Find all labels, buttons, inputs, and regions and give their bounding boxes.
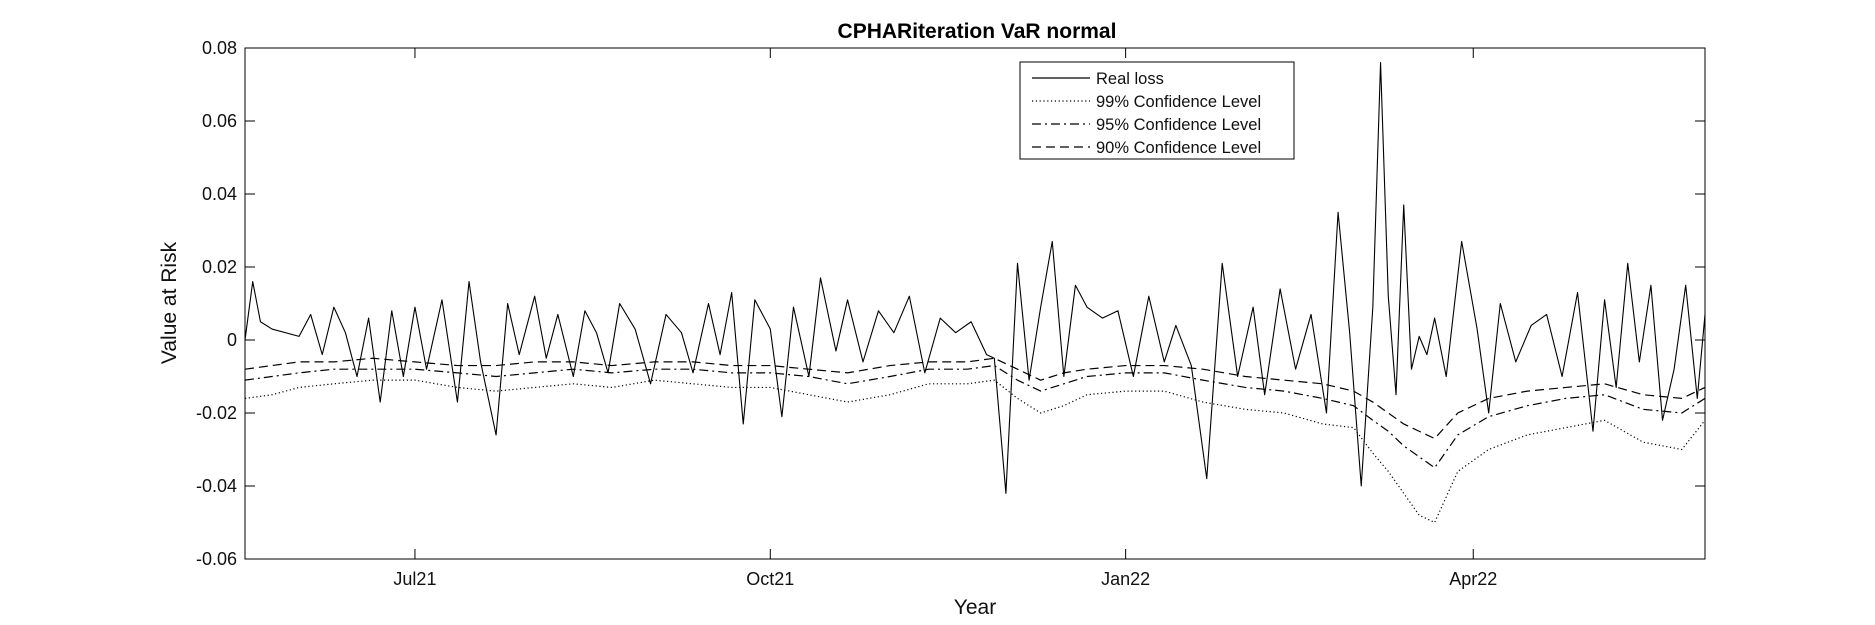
axis-layer: -0.06 -0.04 -0.02 0 0.02 0.04 0.06 0.08 Jul21 Oct…	[196, 38, 1705, 589]
legend-label: Real loss	[1096, 70, 1164, 88]
plot-area	[244, 47, 1706, 560]
x-tick-label: Jul21	[393, 569, 436, 589]
y-tick-label: 0	[227, 330, 237, 350]
x-tick-label: Jan22	[1101, 569, 1150, 589]
y-tick-label: 0.02	[202, 257, 237, 277]
series-layer	[245, 62, 1705, 524]
legend-label: 90% Confidence Level	[1096, 139, 1261, 157]
series-line-3	[245, 364, 1705, 469]
y-tick-label: -0.02	[196, 403, 237, 423]
y-tick-label: -0.06	[196, 549, 237, 569]
y-tick-label: 0.06	[202, 111, 237, 131]
series-line-2	[245, 379, 1705, 524]
legend-label: 95% Confidence Level	[1096, 116, 1261, 134]
x-tick-label: Oct21	[746, 569, 794, 589]
x-tick-label: Apr22	[1449, 569, 1497, 589]
series-line-4	[245, 357, 1705, 440]
y-tick-label: -0.04	[196, 476, 237, 496]
y-tick-label: 0.04	[202, 184, 237, 204]
legend: Real loss 99% Confidence Level 95% Confide…	[1019, 61, 1295, 160]
legend-label: 99% Confidence Level	[1096, 93, 1261, 111]
series-line-1	[245, 62, 1705, 494]
y-axis-label: Value at Risk	[158, 241, 181, 364]
y-tick-label: 0.08	[202, 38, 237, 58]
chart-title: CPHARiteration VaR normal	[838, 20, 1117, 43]
x-axis-label: Year	[954, 596, 996, 619]
